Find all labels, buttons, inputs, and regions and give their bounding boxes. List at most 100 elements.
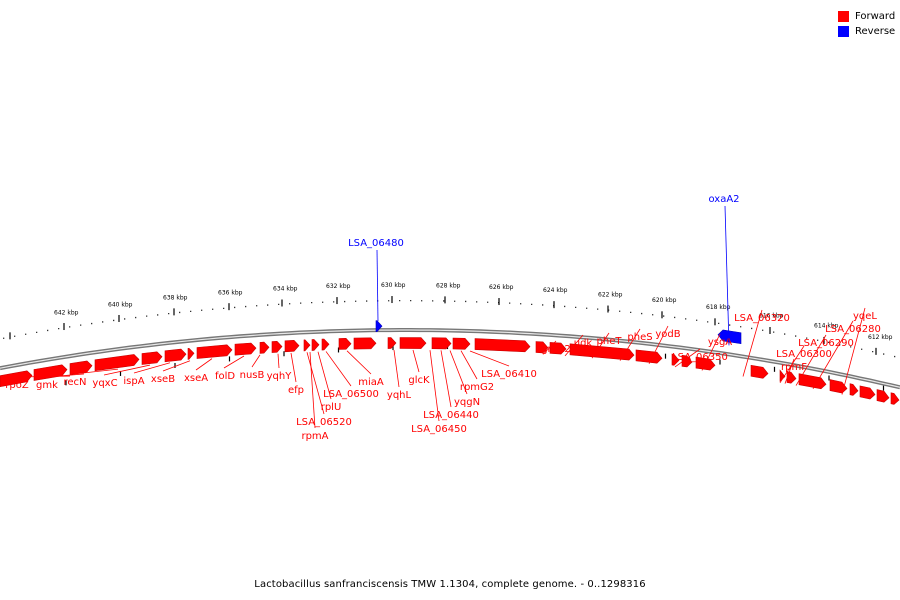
gene-label: pheT [597,336,623,347]
gene-label: greA2 [541,344,571,355]
gene-leader-line [306,352,325,415]
gene-leader-line [460,350,478,380]
gene-leader-line [46,373,85,378]
tick-label: 634 kbp [273,286,298,293]
gene-leader-line [469,350,510,367]
gene-leader-line [429,350,440,422]
gene-label: yodB [655,329,680,340]
gene-label: xseB [151,374,175,385]
forward-gene-arrow [284,339,300,353]
legend-reverse: Reverse [838,24,895,39]
gene-leader-line [17,375,71,378]
gene-leader-line [440,350,452,408]
gene-leader-line [73,368,119,375]
gene-label: LSA_06440 [423,410,479,421]
gene-leader-line [309,352,316,429]
gene-label: rpmG2 [460,382,494,393]
gene-leader-line [393,349,400,388]
legend-forward: Forward [838,9,895,24]
gene-leader-line [542,340,557,355]
gene-leader-line [317,351,332,400]
forward-swatch [838,11,849,22]
gene-label: rpmA [301,431,328,442]
forward-gene-arrow [786,371,797,384]
gene-leader-line [133,362,171,374]
gene-label: LSA_06290 [798,338,854,349]
gene-leader-line [674,348,701,368]
forward-gene-arrow [798,373,827,390]
legend: Forward Reverse [838,9,895,39]
gene-label: nusB [240,370,265,381]
forward-gene-arrow [311,339,320,351]
tick-label: 612 kbp [868,334,893,341]
gene-leader-line [325,351,352,387]
gene-leader-line [564,334,584,357]
forward-gene-arrow [33,364,68,381]
forward-gene-arrow [829,379,848,394]
forward-gene-arrow [671,353,680,366]
gene-leader-line [784,358,795,384]
forward-gene-arrow [303,339,311,352]
forward-gene-arrow [271,340,283,353]
forward-gene-arrow [569,343,635,361]
gene-label: LSA_06280 [825,324,881,335]
tick-label: 638 kbp [163,295,188,302]
forward-gene-arrow [750,364,769,379]
tick-label: 620 kbp [652,297,677,304]
forward-gene-arrow [196,344,233,359]
gene-leader-line [812,320,854,389]
gene-leader-line [591,332,610,359]
forward-gene-arrow [187,347,195,360]
gene-label: pheS [627,332,652,343]
gene-leader-line [724,205,730,346]
gene-leader-line [251,354,261,368]
gene-label: recN [63,377,86,388]
forward-gene-arrow [387,337,397,349]
gene-label: LSA_06480 [348,238,404,249]
reverse-swatch [838,26,849,37]
gene-label: yqeL [853,311,877,322]
gene-leader-line [195,358,213,371]
forward-gene-arrow [876,389,890,403]
gene-leader-line [277,353,280,369]
gene-label: udk [574,338,593,349]
gene-leader-line [619,328,641,361]
tick-label: 622 kbp [598,291,623,298]
legend-forward-label: Forward [855,11,896,22]
legend-reverse-label: Reverse [855,26,896,37]
forward-gene-arrow [338,337,352,350]
gene-label: yqxC [92,378,117,389]
tick-label: 614 kbp [814,323,839,330]
forward-gene-arrow [635,349,663,364]
gene-label: yqhL [387,390,412,401]
reverse-gene-arrow [717,329,742,345]
tick-label: 624 kbp [543,287,568,294]
gene-label: LSA_06520 [296,417,352,428]
gene-leader-line [412,349,420,373]
gene-label: miaA [358,377,384,388]
gene-leader-line [841,307,866,395]
forward-gene-arrow [69,360,93,375]
gene-label: LSA_06320 [734,313,790,324]
forward-gene-arrow [259,341,270,354]
forward-gene-arrow [399,337,427,349]
forward-gene-arrow [321,338,330,351]
forward-gene-arrow [94,354,140,372]
forward-gene-arrow [164,348,187,363]
forward-gene-arrow [890,392,900,405]
forward-gene-arrow [141,351,163,365]
gene-label: LSA_06350 [672,352,728,363]
gene-label: rpoZ [5,380,29,391]
gene-leader-line [346,350,372,375]
tick-label: 636 kbp [218,289,243,296]
tick-label: 640 kbp [108,301,133,308]
gene-leader-line [162,360,191,372]
gene-leader-line [223,355,245,369]
gene-label: efp [288,385,304,396]
forward-gene-arrow [849,383,859,396]
forward-gene-arrow [681,354,693,368]
tick-label: 630 kbp [381,282,406,289]
forward-gene-arrow [859,385,876,400]
gene-leader-line [290,352,297,383]
forward-gene-arrow [353,337,377,350]
